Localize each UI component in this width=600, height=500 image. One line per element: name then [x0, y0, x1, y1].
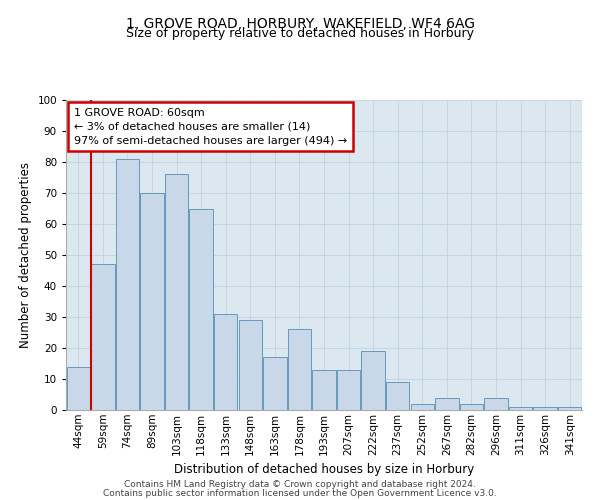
Y-axis label: Number of detached properties: Number of detached properties — [19, 162, 32, 348]
Bar — [91, 264, 115, 410]
Bar — [239, 320, 262, 410]
Bar — [116, 159, 139, 410]
Bar — [313, 370, 335, 410]
Bar — [263, 358, 287, 410]
X-axis label: Distribution of detached houses by size in Horbury: Distribution of detached houses by size … — [174, 463, 474, 476]
Bar — [165, 174, 188, 410]
Text: Contains public sector information licensed under the Open Government Licence v3: Contains public sector information licen… — [103, 488, 497, 498]
Bar — [67, 366, 90, 410]
Bar — [484, 398, 508, 410]
Bar — [435, 398, 458, 410]
Bar — [288, 330, 311, 410]
Bar — [410, 404, 434, 410]
Bar — [190, 208, 213, 410]
Bar — [460, 404, 483, 410]
Text: Contains HM Land Registry data © Crown copyright and database right 2024.: Contains HM Land Registry data © Crown c… — [124, 480, 476, 489]
Bar — [337, 370, 360, 410]
Text: 1 GROVE ROAD: 60sqm
← 3% of detached houses are smaller (14)
97% of semi-detache: 1 GROVE ROAD: 60sqm ← 3% of detached hou… — [74, 108, 347, 146]
Bar — [361, 351, 385, 410]
Bar — [533, 407, 557, 410]
Bar — [558, 407, 581, 410]
Text: Size of property relative to detached houses in Horbury: Size of property relative to detached ho… — [126, 28, 474, 40]
Bar — [386, 382, 409, 410]
Bar — [140, 193, 164, 410]
Text: 1, GROVE ROAD, HORBURY, WAKEFIELD, WF4 6AG: 1, GROVE ROAD, HORBURY, WAKEFIELD, WF4 6… — [125, 18, 475, 32]
Bar — [509, 407, 532, 410]
Bar — [214, 314, 238, 410]
